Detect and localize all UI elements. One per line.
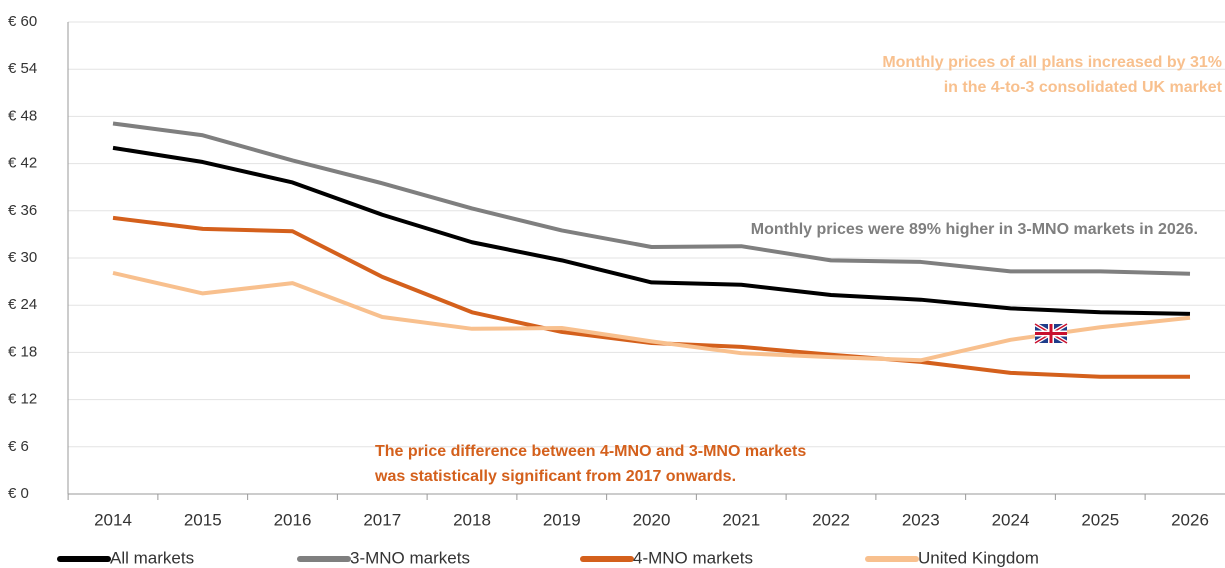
- y-tick-label: € 42: [8, 155, 37, 172]
- series-line: [112, 145, 1191, 316]
- x-tick-label: 2022: [812, 510, 850, 529]
- annotation: was statistically significant from 2017 …: [374, 468, 736, 485]
- x-tick-label: 2026: [1171, 510, 1209, 529]
- annotation: The price difference between 4-MNO and 3…: [375, 443, 806, 460]
- x-tick-label: 2020: [633, 510, 671, 529]
- y-tick-label: € 6: [8, 438, 29, 455]
- x-tick-label: 2015: [184, 510, 222, 529]
- x-tick-label: 2018: [453, 510, 491, 529]
- x-tick-label: 2025: [1081, 510, 1119, 529]
- x-tick-label: 2014: [94, 510, 132, 529]
- legend-label: 3-MNO markets: [350, 548, 470, 567]
- y-tick-label: € 24: [8, 296, 37, 313]
- y-tick-label: € 36: [8, 202, 37, 219]
- annotation: in the 4-to-3 consolidated UK market: [944, 79, 1223, 96]
- x-tick-label: 2021: [722, 510, 760, 529]
- x-tick-label: 2017: [363, 510, 401, 529]
- y-tick-label: € 18: [8, 343, 37, 360]
- y-tick-label: € 30: [8, 249, 37, 266]
- y-tick-label: € 60: [8, 13, 37, 30]
- annotation: Monthly prices of all plans increased by…: [882, 54, 1222, 71]
- series-line: [112, 121, 1191, 276]
- y-tick-label: € 54: [8, 60, 37, 77]
- uk-flag: [1033, 322, 1069, 345]
- x-tick-label: 2023: [902, 510, 940, 529]
- series-line: [112, 215, 1190, 379]
- legend-label: United Kingdom: [918, 548, 1039, 567]
- legend-label: All markets: [110, 548, 194, 567]
- legend-label: 4-MNO markets: [633, 548, 753, 567]
- x-tick-label: 2024: [992, 510, 1030, 529]
- series-line: [112, 270, 1191, 363]
- annotation: Monthly prices were 89% higher in 3-MNO …: [751, 221, 1198, 238]
- x-tick-label: 2019: [543, 510, 581, 529]
- y-tick-label: € 48: [8, 107, 37, 124]
- x-tick-label: 2016: [274, 510, 312, 529]
- y-tick-label: € 0: [8, 485, 29, 502]
- y-tick-label: € 12: [8, 391, 37, 408]
